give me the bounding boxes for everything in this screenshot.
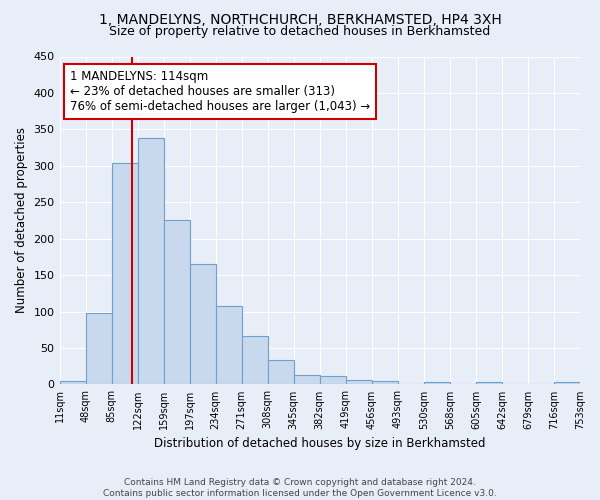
Bar	[294, 375, 320, 384]
Text: Size of property relative to detached houses in Berkhamsted: Size of property relative to detached ho…	[109, 25, 491, 38]
Bar	[112, 163, 137, 384]
Bar	[554, 382, 580, 384]
Bar	[59, 381, 86, 384]
Bar	[190, 264, 215, 384]
Bar	[424, 382, 450, 384]
Y-axis label: Number of detached properties: Number of detached properties	[15, 128, 28, 314]
Bar	[320, 376, 346, 384]
Bar	[242, 336, 268, 384]
Text: Contains HM Land Registry data © Crown copyright and database right 2024.
Contai: Contains HM Land Registry data © Crown c…	[103, 478, 497, 498]
Bar	[268, 360, 294, 384]
Bar	[137, 138, 164, 384]
Bar	[372, 381, 398, 384]
Bar	[215, 306, 242, 384]
Bar	[476, 382, 502, 384]
Bar	[86, 313, 112, 384]
Text: 1 MANDELYNS: 114sqm
← 23% of detached houses are smaller (313)
76% of semi-detac: 1 MANDELYNS: 114sqm ← 23% of detached ho…	[70, 70, 370, 112]
Text: 1, MANDELYNS, NORTHCHURCH, BERKHAMSTED, HP4 3XH: 1, MANDELYNS, NORTHCHURCH, BERKHAMSTED, …	[98, 12, 502, 26]
X-axis label: Distribution of detached houses by size in Berkhamsted: Distribution of detached houses by size …	[154, 437, 485, 450]
Bar	[164, 220, 190, 384]
Bar	[346, 380, 372, 384]
